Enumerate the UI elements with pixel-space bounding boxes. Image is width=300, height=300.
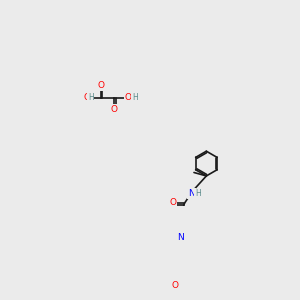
Text: O: O <box>83 93 90 102</box>
Text: O: O <box>172 281 179 290</box>
Text: O: O <box>124 93 131 102</box>
Text: H: H <box>132 93 138 102</box>
Text: N: N <box>178 232 184 242</box>
Text: N: N <box>188 189 195 198</box>
Text: H: H <box>88 93 94 102</box>
Text: O: O <box>111 105 118 114</box>
Text: O: O <box>169 198 176 207</box>
Text: H: H <box>195 189 201 198</box>
Text: O: O <box>97 81 104 90</box>
